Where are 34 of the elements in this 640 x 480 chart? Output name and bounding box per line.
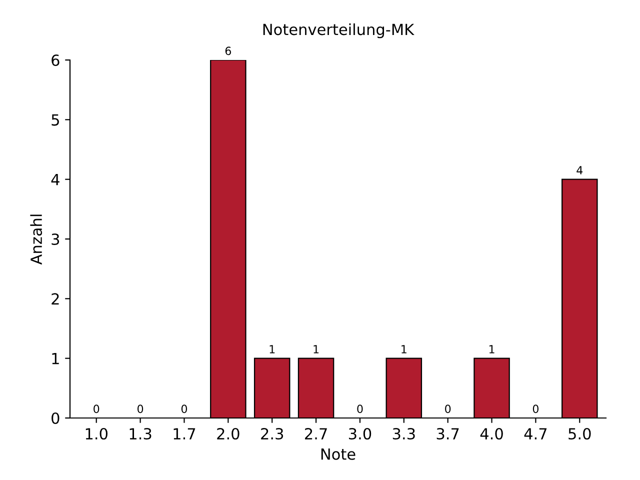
- x-tick-label: 3.7: [436, 428, 459, 440]
- data-label: 1: [402, 345, 406, 354]
- y-axis-title: Anzahl: [30, 214, 42, 265]
- y-tick-label: 6: [52, 54, 60, 66]
- x-tick-label: 4.0: [480, 428, 503, 440]
- data-label: 0: [532, 404, 538, 414]
- data-label: 0: [357, 404, 363, 414]
- y-tick-label: 4: [51, 174, 60, 186]
- x-tick-label: 3.3: [392, 428, 415, 440]
- y-tick-label: 5: [52, 114, 59, 126]
- data-label: 0: [94, 404, 100, 414]
- x-axis-title: Note: [321, 448, 356, 460]
- y-tick-label: 2: [52, 293, 59, 304]
- data-label: 1: [489, 345, 494, 354]
- x-tick-label: 2.0: [217, 428, 240, 440]
- data-label: 4: [576, 166, 583, 174]
- data-label: 0: [181, 404, 188, 414]
- x-tick-label: 2.7: [305, 428, 327, 440]
- x-tick-label: 2.3: [261, 428, 284, 440]
- data-label: 0: [137, 404, 144, 414]
- data-label: 0: [445, 404, 451, 414]
- data-label: 6: [225, 46, 231, 56]
- y-tick-label: 3: [52, 233, 60, 246]
- y-tick-label: 1: [52, 353, 59, 364]
- x-tick-label: 5.0: [568, 428, 591, 440]
- data-label: 1: [270, 345, 275, 354]
- y-tick-label: 0: [52, 412, 60, 424]
- x-tick-label: 4.7: [524, 428, 547, 440]
- x-tick-label: 3.0: [348, 428, 372, 440]
- data-label: 1: [314, 345, 319, 354]
- chart-title: Notenverteilung-MK: [263, 23, 414, 38]
- x-tick-label: 1.7: [174, 428, 196, 440]
- x-tick-label: 1.0: [86, 428, 108, 440]
- x-tick-label: 1.3: [130, 428, 152, 440]
